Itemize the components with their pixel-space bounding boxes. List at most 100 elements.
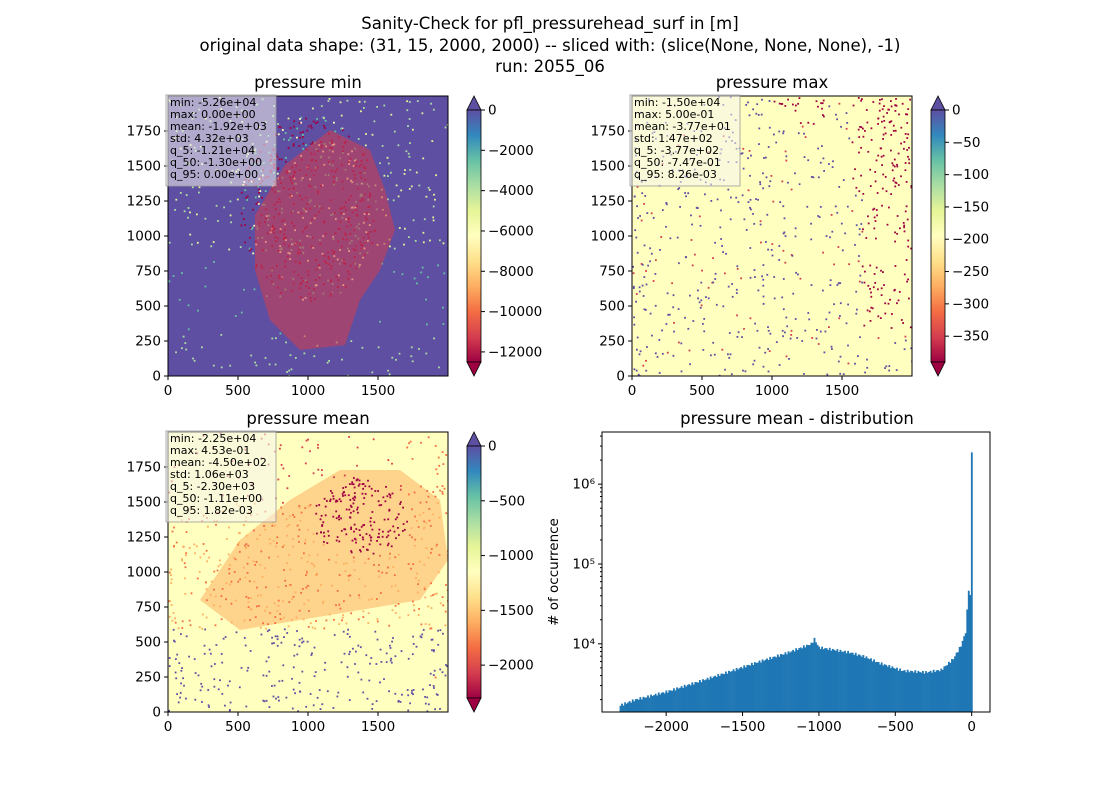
stats-line: min: -2.25e+04 xyxy=(170,432,256,445)
stats-line: std: 1.47e+02 xyxy=(634,132,713,145)
heatmap-cell xyxy=(727,188,730,191)
heatmap-cell xyxy=(403,173,406,175)
heatmap-cell xyxy=(323,668,326,671)
heatmap-cell xyxy=(389,494,392,497)
x-tick-label: −2000 xyxy=(643,719,689,735)
heatmap-cell xyxy=(882,154,885,157)
heatmap-cell xyxy=(894,231,896,234)
heatmap-cell xyxy=(371,703,374,705)
heatmap-cell xyxy=(729,353,732,356)
heatmap-cell xyxy=(411,689,413,692)
heatmap-cell xyxy=(747,201,750,203)
heatmap-cell xyxy=(634,229,637,232)
stats-line: min: -5.26e+04 xyxy=(170,96,256,109)
heatmap-cell xyxy=(635,369,638,372)
heatmap-cell xyxy=(740,152,743,155)
heatmap-cell xyxy=(328,360,330,362)
heatmap-cell xyxy=(442,463,445,465)
heatmap-cell xyxy=(425,298,427,301)
heatmap-cell xyxy=(893,165,896,168)
heatmap-cell xyxy=(859,274,862,277)
heatmap-cell xyxy=(432,219,435,222)
histogram-bar xyxy=(640,699,643,712)
heatmap-cell xyxy=(235,631,238,634)
heatmap-cell xyxy=(257,202,260,205)
heatmap-cell xyxy=(869,288,871,290)
heatmap-cell xyxy=(740,277,742,280)
heatmap-cell xyxy=(859,126,861,128)
y-tick-label: 0 xyxy=(616,369,625,385)
x-tick-label: 1500 xyxy=(361,383,395,399)
heatmap-cell xyxy=(205,588,208,591)
heatmap-cell xyxy=(338,518,340,521)
colorbar-tick-label: 0 xyxy=(488,103,497,119)
heatmap-cell xyxy=(377,536,379,539)
heatmap-cell xyxy=(401,693,403,696)
heatmap-cell xyxy=(301,588,304,590)
heatmap-cell xyxy=(394,692,397,695)
heatmap-cell xyxy=(329,498,332,501)
heatmap-cell xyxy=(860,146,862,149)
heatmap-cell xyxy=(894,240,896,243)
histogram-bar xyxy=(951,659,953,712)
heatmap-cell xyxy=(262,622,264,625)
heatmap-cell xyxy=(864,130,866,132)
heatmap-cell xyxy=(335,539,338,542)
heatmap-cell xyxy=(852,104,855,107)
heatmap-cell xyxy=(768,185,771,188)
heatmap-cell xyxy=(198,626,201,629)
heatmap-cell xyxy=(297,710,299,712)
histogram-bar xyxy=(642,696,645,712)
histogram-bar xyxy=(929,670,932,712)
heatmap-cell xyxy=(910,185,912,187)
heatmap-cell xyxy=(362,524,365,527)
heatmap-cell xyxy=(393,247,396,250)
heatmap-cell xyxy=(632,272,635,275)
heatmap-cell xyxy=(632,287,635,290)
heatmap-cell xyxy=(170,568,173,571)
heatmap-cell xyxy=(369,517,372,519)
heatmap-cell xyxy=(378,575,381,578)
heatmap-cell xyxy=(423,586,426,589)
heatmap-cell xyxy=(858,280,861,283)
histogram-bar xyxy=(923,673,926,712)
heatmap-cell xyxy=(406,446,409,449)
histogram-bar xyxy=(783,654,785,712)
heatmap-cell xyxy=(797,102,799,105)
heatmap-cell xyxy=(441,451,444,453)
heatmap-cell xyxy=(318,504,321,506)
heatmap-cell xyxy=(402,506,404,509)
heatmap-cell xyxy=(257,185,260,188)
heatmap-cell xyxy=(712,257,714,259)
heatmap-cell xyxy=(228,248,231,251)
heatmap-cell xyxy=(248,580,251,583)
heatmap-cell xyxy=(230,602,233,605)
heatmap-cell xyxy=(277,604,280,607)
heatmap-cell xyxy=(424,623,427,625)
heatmap-cell xyxy=(265,627,267,630)
heatmap-cell xyxy=(351,481,354,484)
heatmap-cell xyxy=(246,195,249,198)
heatmap-cell xyxy=(749,206,751,209)
heatmap-cell xyxy=(864,270,866,273)
heatmap-cell xyxy=(886,223,889,226)
heatmap-cell xyxy=(412,600,414,603)
heatmap-cell xyxy=(191,186,194,189)
heatmap-cell xyxy=(184,554,187,557)
heatmap-cell xyxy=(277,555,279,558)
stats-line: max: 4.53e-01 xyxy=(170,444,250,457)
histogram-bar xyxy=(827,650,830,712)
heatmap-cell xyxy=(654,273,657,275)
heatmap-cell xyxy=(207,704,210,707)
heatmap-cell xyxy=(881,164,883,166)
heatmap-cell xyxy=(897,299,900,302)
heatmap-cell xyxy=(358,529,361,531)
heatmap-cell xyxy=(280,158,283,161)
heatmap-cell xyxy=(201,685,204,688)
heatmap-cell xyxy=(761,98,763,101)
heatmap-cell xyxy=(783,231,786,234)
heatmap-cell xyxy=(426,710,429,712)
heatmap-cell xyxy=(416,100,419,102)
heatmap-cell xyxy=(801,340,804,342)
heatmap-cell xyxy=(261,575,264,578)
